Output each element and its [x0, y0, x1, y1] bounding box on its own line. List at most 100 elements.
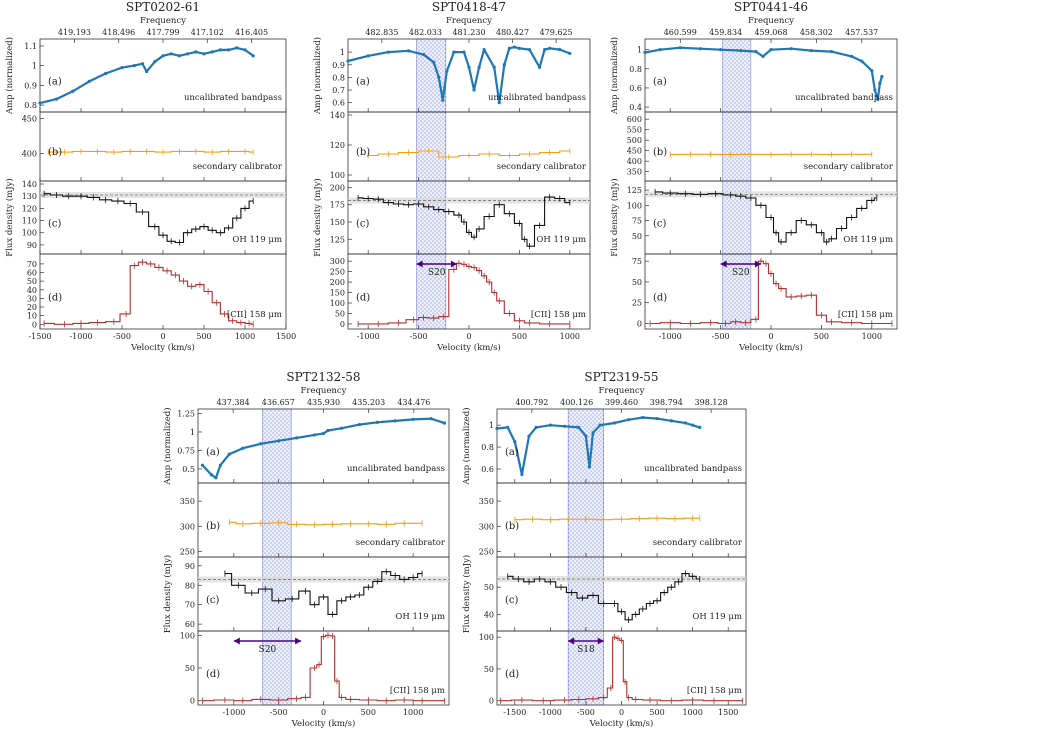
- x-tick-label: 500: [512, 332, 527, 341]
- top-tick-label: 418.496: [102, 28, 135, 37]
- top-tick-label: 457.537: [845, 28, 878, 37]
- y-axis-label-amp: Amp (normalized): [461, 407, 472, 485]
- y-tick-label: 10: [27, 312, 37, 321]
- panel-label: OH 119 μm: [232, 235, 282, 245]
- x-tick-label: 500: [361, 708, 376, 717]
- panel-tag: (d): [48, 293, 62, 304]
- x-tick-label: -500: [270, 708, 288, 717]
- series-line: [507, 573, 700, 621]
- x-axis-label: Velocity (km/s): [738, 342, 803, 353]
- y-tick-label: 1: [32, 62, 37, 71]
- y-tick-label: 0: [190, 697, 195, 706]
- panel-tag: (c): [48, 218, 62, 229]
- chart-spt0202-61: SPT0202-61 Frequency 419.193 418.496 417.799…: [4, 0, 296, 353]
- y-tick-label: 40: [27, 286, 37, 295]
- y-tick-label: 0.9: [24, 81, 37, 90]
- y-tick-label: 0.6: [332, 99, 345, 108]
- shaded-velocity-region: [722, 38, 752, 330]
- top-tick-label: 436.657: [262, 398, 295, 407]
- series-line: [644, 46, 883, 101]
- x-tick-label: 500: [196, 332, 211, 341]
- arrow-head-right: [754, 260, 761, 268]
- x-tick-label: -1000: [69, 332, 92, 341]
- chart-title: SPT2132-58: [286, 370, 360, 384]
- top-tick-label: 417.102: [191, 28, 224, 37]
- y-tick-label: 1.1: [24, 42, 37, 51]
- velocity-arrow: S20: [720, 260, 761, 278]
- y-tick-label: 120: [330, 141, 345, 150]
- y-tick-label: 70: [27, 260, 37, 269]
- arrow-head-left: [416, 260, 423, 268]
- panel-b: 400 450 (b) secondary calibrator: [22, 111, 287, 182]
- y-tick-label: 350: [180, 497, 195, 506]
- top-axis-label: Frequency: [599, 386, 645, 396]
- arrow-head-left: [233, 637, 240, 645]
- x-tick-label: 1000: [235, 332, 255, 341]
- y-axis-label-amp: Amp (normalized): [162, 407, 173, 485]
- y-axis-label-flux: Flux density (mJy): [162, 555, 173, 633]
- y-tick-label: 0: [489, 697, 494, 706]
- panel-label: [CII] 158 μm: [687, 686, 742, 696]
- panel-label: [CII] 158 μm: [531, 310, 586, 320]
- panel-tag: (d): [356, 293, 370, 304]
- y-axis-label-flux: Flux density (mJy): [461, 555, 472, 633]
- y-tick-label: 50: [335, 309, 345, 318]
- x-tick-label: -1500: [503, 708, 526, 717]
- x-tick-label: -1000: [539, 708, 562, 717]
- chart-title: SPT0418-47: [432, 0, 506, 14]
- y-tick-label: 80: [185, 581, 195, 590]
- x-tick-label: 0: [466, 332, 471, 341]
- panel-label: secondary calibrator: [804, 162, 894, 172]
- top-tick-label: 417.799: [146, 28, 179, 37]
- y-tick-label: 550: [627, 126, 642, 135]
- panel-tag: (c): [505, 595, 519, 606]
- x-tick-label: 0: [768, 332, 773, 341]
- panel-label: uncalibrated bandpass: [644, 464, 742, 474]
- y-tick-label: 50: [632, 232, 642, 241]
- y-tick-label: 350: [627, 168, 642, 177]
- y-tick-label: 0: [340, 320, 345, 329]
- panel-tag: (d): [505, 669, 519, 680]
- y-axis-label-flux: Flux density (mJy): [312, 178, 323, 256]
- panel-label: secondary calibrator: [193, 162, 283, 172]
- panel-label: [CII] 158 μm: [838, 310, 893, 320]
- series-line: [202, 634, 445, 702]
- y-tick-label: 50: [185, 664, 195, 673]
- y-tick-label: 50: [484, 665, 494, 674]
- y-tick-label: 400: [627, 157, 642, 166]
- x-tick-label: -1000: [357, 332, 380, 341]
- arrow-label: S20: [259, 645, 277, 655]
- series-line: [347, 46, 571, 104]
- y-tick-label: 70: [185, 601, 195, 610]
- panel-a: 0.6 0.7 0.8 0.9 1 (a) uncalibrated bandpass: [332, 38, 591, 113]
- panel-tag: (c): [653, 218, 667, 229]
- y-tick-label: 60: [27, 269, 37, 278]
- chart-spt2319-55: SPT2319-55 Frequency 400.792 400.126 399.460…: [461, 370, 747, 729]
- panel-label: OH 119 μm: [536, 235, 586, 245]
- panel-label: uncalibrated bandpass: [347, 464, 445, 474]
- series-line: [358, 262, 570, 325]
- y-tick-label: 50: [632, 278, 642, 287]
- panel-c: 50 75 100 125 (c) OH 119 μm: [627, 180, 898, 255]
- panel-b: 250 300 350 (b) secondary calibrator: [180, 482, 450, 558]
- y-tick-label: 0: [637, 320, 642, 329]
- top-tick-label: 482.033: [409, 28, 442, 37]
- panel-label: [CII] 158 μm: [227, 310, 282, 320]
- arrow-label: S20: [428, 268, 446, 278]
- panel-a: 0.6 0.8 1 (a) uncalibrated bandpass: [481, 408, 747, 484]
- x-tick-label: -1000: [659, 332, 682, 341]
- y-tick-label: 0.75: [177, 446, 195, 455]
- x-tick-label: 1000: [403, 708, 423, 717]
- y-tick-label: 125: [627, 186, 642, 195]
- shaded-velocity-region: [416, 38, 447, 330]
- x-tick-label: 1500: [718, 708, 738, 717]
- y-tick-label: 75: [632, 257, 642, 266]
- top-tick-label: 458.302: [800, 28, 833, 37]
- y-tick-label: 90: [27, 241, 37, 250]
- top-tick-label: 398.794: [650, 398, 683, 407]
- y-tick-label: 1.25: [177, 409, 195, 418]
- y-tick-label: 1: [489, 421, 494, 430]
- top-tick-label: 459.068: [754, 28, 787, 37]
